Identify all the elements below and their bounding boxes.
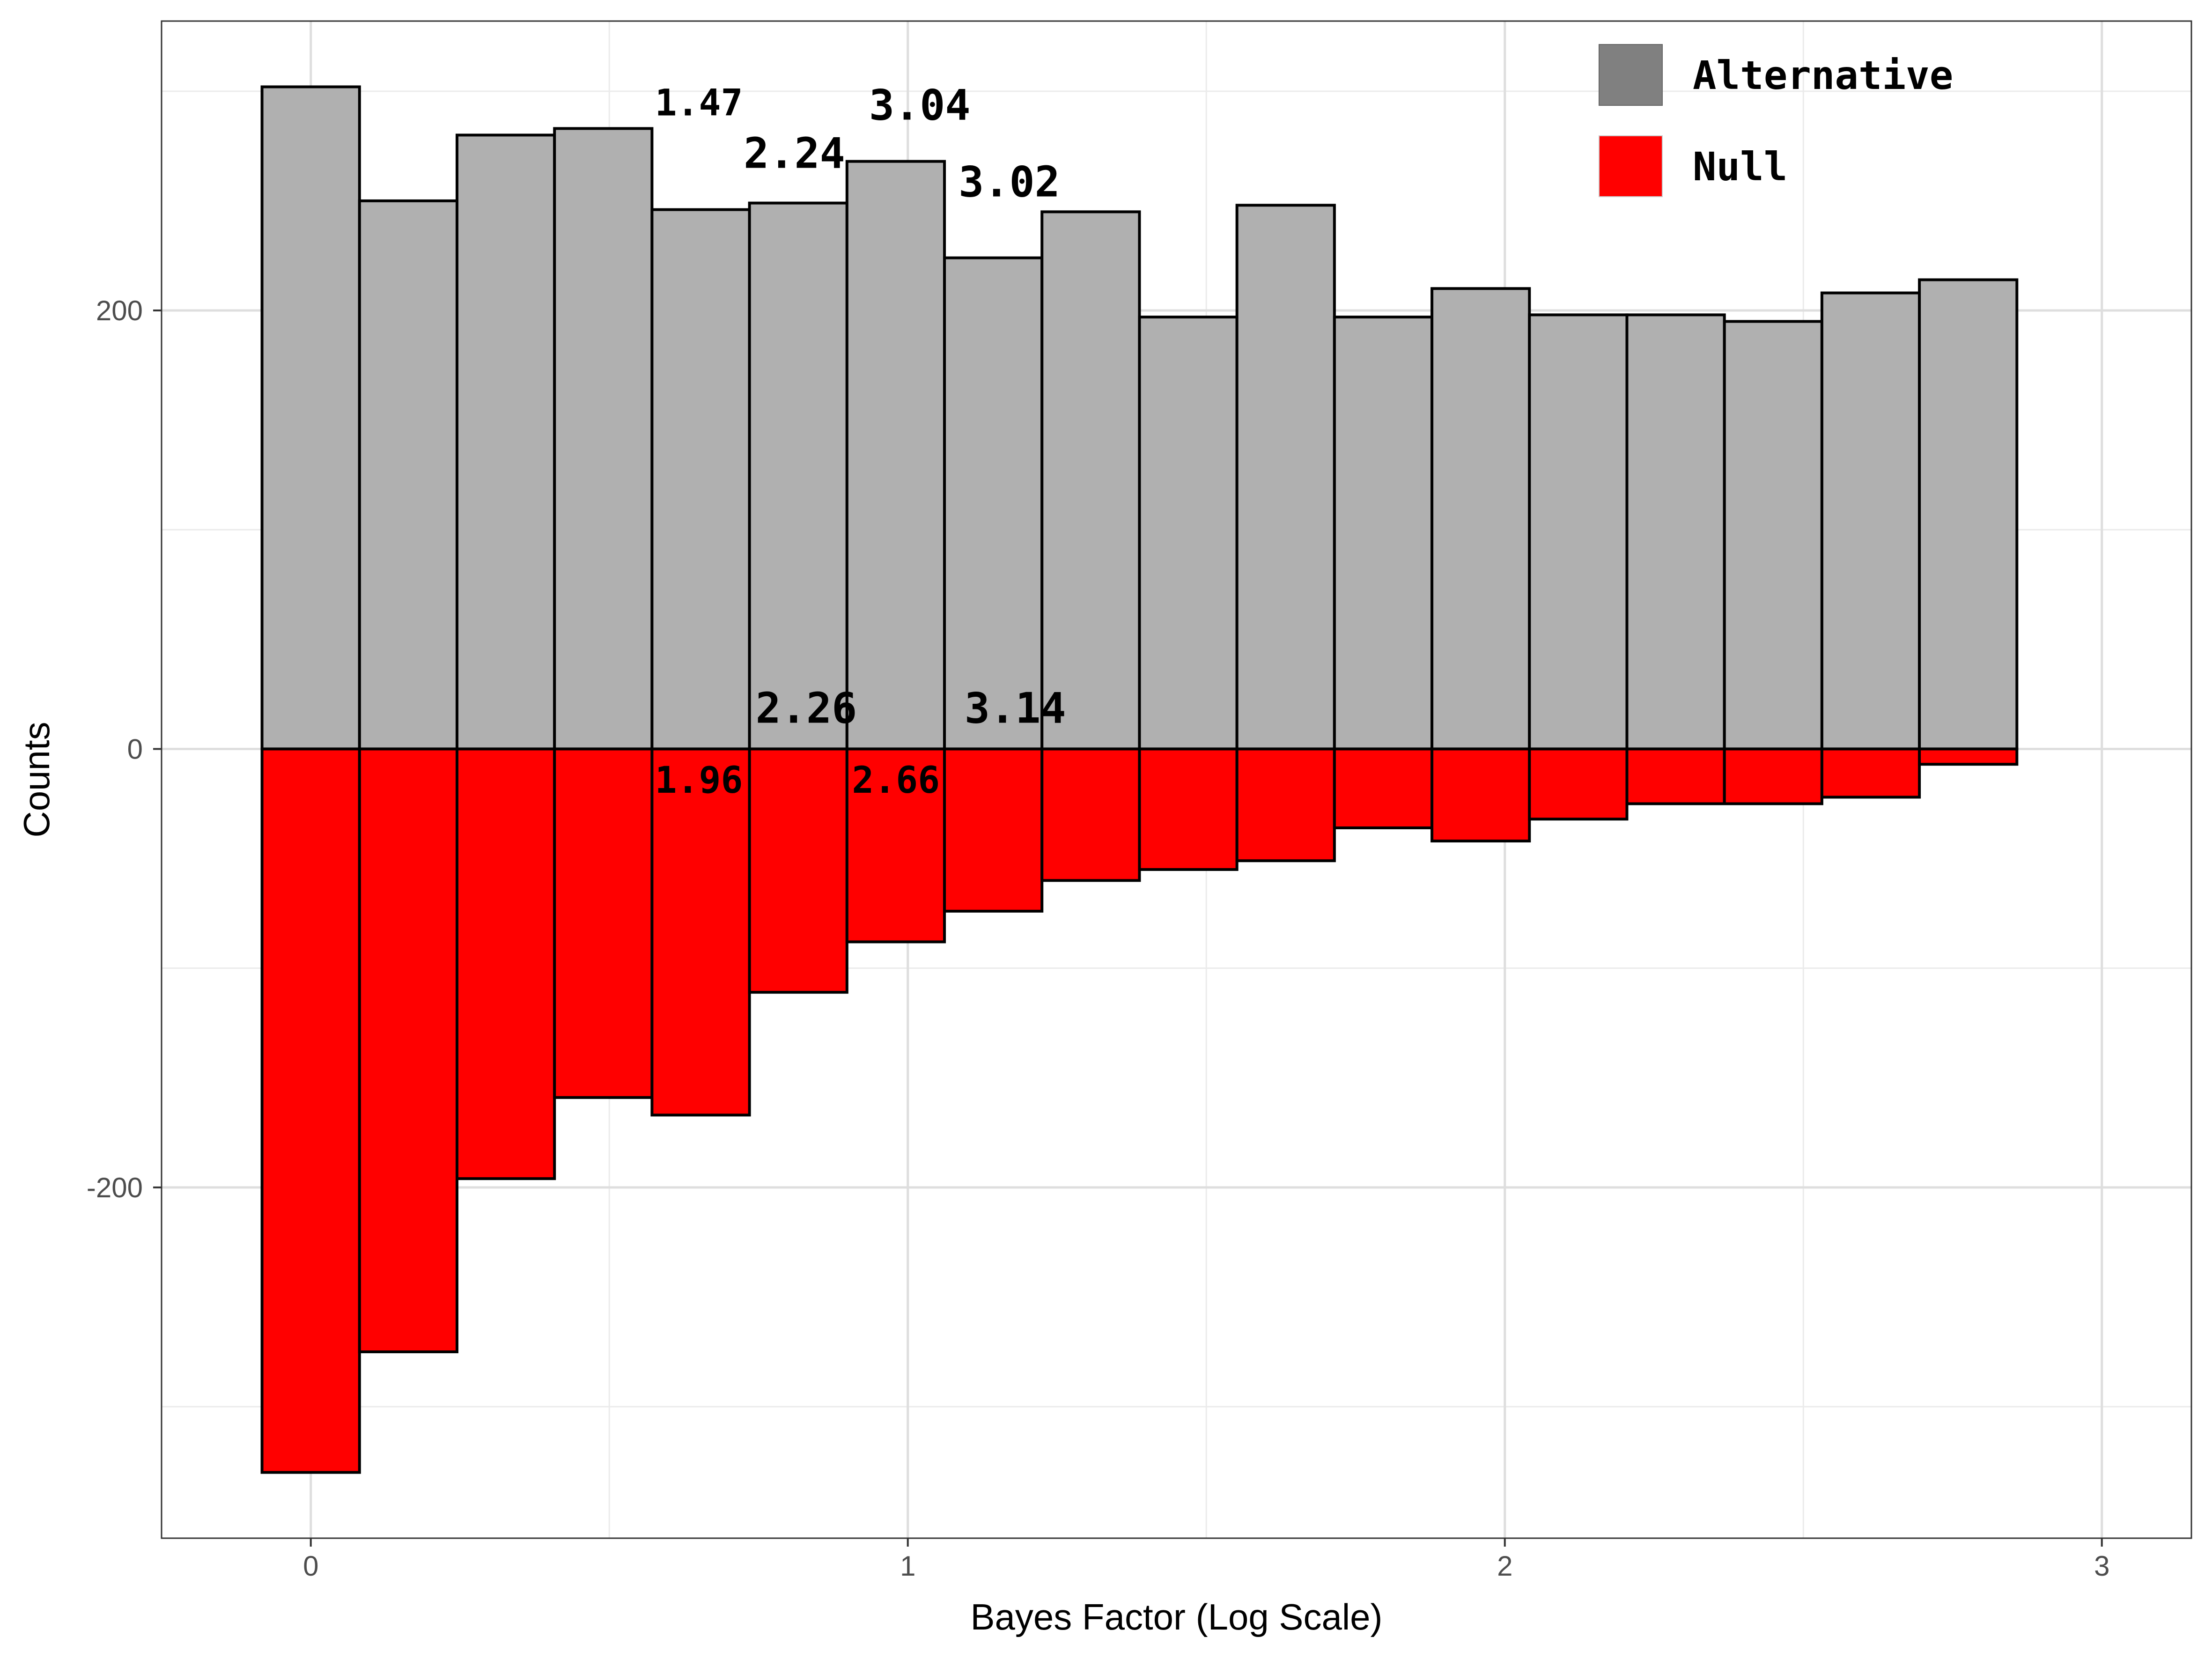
bar-alternative: [1625, 313, 1726, 751]
bar-alternative: [553, 127, 654, 751]
annotation-label: 3.02: [959, 158, 1060, 207]
x-axis-title: Bayes Factor (Log Scale): [970, 1596, 1382, 1637]
annotation-label: 1.47: [655, 82, 743, 124]
bar-alternative: [943, 256, 1044, 751]
bar-null: [553, 747, 654, 1099]
x-tick-label: 0: [303, 1550, 318, 1582]
bar-alternative: [1528, 313, 1629, 751]
bar-alternative: [1333, 316, 1434, 751]
x-tick-label: 1: [900, 1550, 915, 1582]
bar-alternative: [1918, 278, 2019, 751]
bar-null: [1430, 747, 1531, 843]
bar-alternative: [1235, 204, 1336, 751]
annotation-label: 2.26: [756, 684, 857, 733]
bar-alternative: [1820, 291, 1921, 751]
bar-null: [748, 747, 848, 994]
annotation-label: 1.96: [655, 759, 743, 802]
axes: 0 1 2 3 -200 0 200: [87, 295, 2110, 1582]
annotation-label: 3.04: [869, 81, 971, 130]
bar-null: [943, 747, 1044, 913]
bar-alternative: [1138, 316, 1239, 751]
bar-alternative: [748, 201, 848, 751]
x-tick-label: 2: [1497, 1550, 1512, 1582]
y-tick-label: -200: [87, 1172, 143, 1203]
annotation-label: 3.14: [965, 684, 1066, 733]
bar-alternative: [1040, 210, 1141, 751]
bar-null: [1918, 747, 2019, 766]
bar-alternative: [455, 133, 556, 751]
bar-null: [260, 747, 361, 1474]
bar-null: [1235, 747, 1336, 863]
bar-null: [1723, 747, 1823, 805]
bar-alternative: [1430, 287, 1531, 751]
bar-alternative: [1723, 320, 1823, 751]
bar-alternative: [358, 199, 458, 751]
bar-null: [1625, 747, 1726, 805]
bar-null: [358, 747, 458, 1354]
bin-annotations: 1.472.24 3.04 3.02 2.26 3.14 1.96 2.66: [655, 81, 1066, 802]
bar-alternative: [845, 160, 946, 751]
bar-null: [1528, 747, 1629, 821]
bar-null: [1333, 747, 1434, 830]
annotation-label: 2.66: [852, 759, 940, 802]
bar-alternative: [650, 208, 751, 751]
y-axis-title: Counts: [16, 722, 57, 837]
bar-alternative: [260, 85, 361, 751]
legend-label-alternative: Alternative: [1693, 52, 1953, 98]
bar-null: [845, 747, 946, 944]
bar-null: [1040, 747, 1141, 882]
x-tick-label: 3: [2094, 1550, 2109, 1582]
y-tick-label: 0: [127, 733, 143, 765]
legend-label-null: Null: [1693, 144, 1787, 190]
bar-null: [1138, 747, 1239, 871]
bar-null: [1820, 747, 1921, 799]
panel-border: [161, 20, 2192, 1539]
bar-null: [455, 747, 556, 1180]
legend-swatch-alternative: [1599, 44, 1663, 106]
legend-swatch-null: [1599, 135, 1663, 197]
y-tick-label: 200: [96, 295, 143, 326]
bar-null: [650, 747, 751, 1117]
annotation-label: 2.24: [744, 129, 845, 178]
legend: Alternative Null: [1599, 44, 1953, 197]
